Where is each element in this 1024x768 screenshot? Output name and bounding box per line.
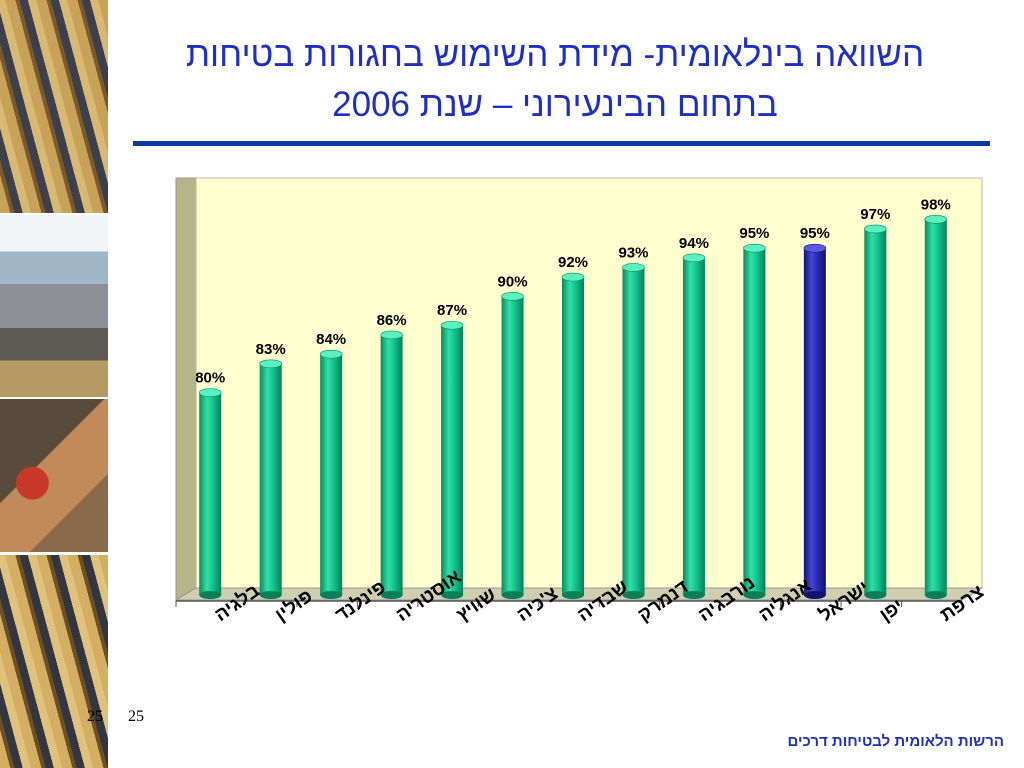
bar — [501, 292, 524, 599]
page-number: 25 — [128, 708, 144, 725]
page-number: 25 — [87, 708, 103, 725]
bar — [380, 330, 403, 599]
data-label: 86% — [377, 312, 407, 329]
data-label: 93% — [618, 244, 648, 261]
traffic-photo-bottom — [0, 555, 108, 768]
data-label: 84% — [316, 331, 346, 348]
data-label: 80% — [195, 370, 225, 387]
data-label: 97% — [860, 206, 890, 223]
title-line-1: השוואה בינלאומית- מידת השימוש בחגורות בט… — [185, 35, 925, 74]
slide-title: השוואה בינלאומית- מידת השימוש בחגורות בט… — [120, 30, 990, 130]
data-label: 94% — [679, 235, 709, 252]
bar — [198, 388, 222, 599]
footer-organization: הרשות הלאומית לבטיחות דרכים — [787, 733, 1004, 750]
bar — [803, 243, 827, 599]
data-label: 98% — [921, 196, 951, 213]
plot-side-wall — [175, 177, 197, 601]
bar — [259, 359, 282, 599]
bar — [924, 214, 948, 599]
rescue-photo — [0, 399, 108, 552]
data-label: 83% — [256, 341, 286, 358]
bar — [682, 253, 706, 599]
bar — [440, 320, 464, 599]
bar — [622, 263, 645, 599]
data-label: 95% — [800, 225, 830, 242]
plot-back-wall — [195, 177, 983, 589]
bar — [864, 224, 887, 599]
bar — [319, 349, 343, 599]
bar — [743, 243, 766, 599]
data-label: 90% — [498, 273, 528, 290]
data-label: 87% — [437, 302, 467, 319]
data-label: 95% — [739, 225, 769, 242]
traffic-photo — [0, 0, 108, 213]
title-divider — [133, 141, 990, 146]
photo-strip — [0, 0, 108, 768]
title-line-2: בתחום הבינעירוני – שנת 2006 — [332, 85, 778, 124]
bar — [561, 272, 585, 599]
crash-photo — [0, 215, 108, 397]
data-label: 92% — [558, 254, 588, 271]
